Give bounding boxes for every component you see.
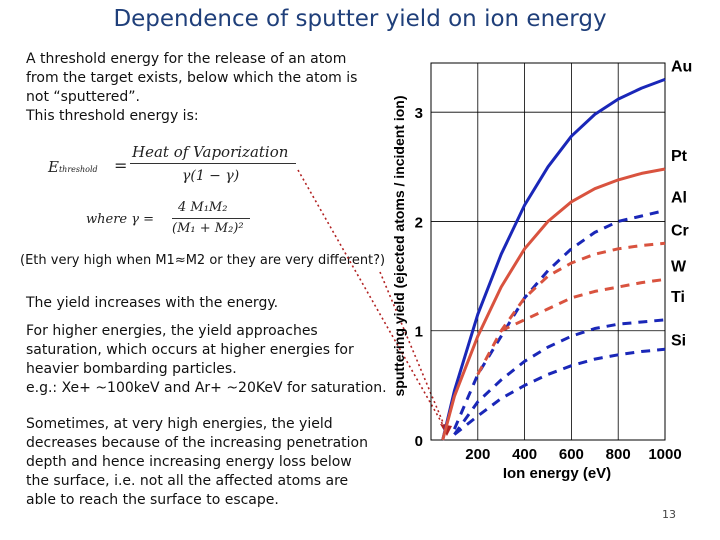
series-label-au: Au [671,58,692,75]
eth-note: (Eth very high when M1≈M2 or they are ve… [20,253,386,268]
text-line: depth and hence increasing energy loss b… [26,454,352,470]
series-line-au [441,77,666,441]
x-tick-label: 200 [465,446,490,463]
gamma-denominator: (M₁ + M₂)² [172,221,244,236]
annotation-arrows [297,169,452,436]
y-tick-label: 0 [415,433,423,450]
series-label-si: Si [671,332,686,349]
text-line: saturation, which occurs at higher energ… [26,342,354,358]
x-tick-label: 800 [606,446,631,463]
series-label-al: Al [671,190,687,207]
annotation-arrow-note [379,271,448,433]
chart-ticks: 200 400 600 800 1000 0 1 2 3 [415,105,682,463]
plot-frame [430,62,666,441]
paragraph-decrease: Sometimes, at very high energies, the yi… [26,415,368,510]
paragraph-saturation: For higher energies, the yield approache… [26,322,387,398]
text-line: This threshold energy is: [26,108,199,124]
series-label-w: W [671,258,687,275]
text-line: able to reach the surface to escape. [26,492,279,508]
page-number: 13 [662,508,676,521]
y-axis-label: sputtering yield (ejected atoms / incide… [391,95,407,396]
text-line: e.g.: Xe+ ~100keV and Ar+ ~20KeV for sat… [26,380,387,396]
series-line-cr [476,241,666,376]
paragraph-threshold: A threshold energy for the release of an… [26,50,357,126]
formula-numerator: Heat of Vaporization [132,143,289,161]
chart-grid [430,62,666,441]
x-tick-label: 400 [512,446,537,463]
x-tick-label: 600 [559,446,584,463]
formula-equals: = [114,156,128,175]
y-tick-label: 1 [415,324,423,341]
text-line: heavier bombarding particles. [26,361,237,377]
slide-title: Dependence of sputter yield on ion energ… [113,6,607,32]
text-line: decreases because of the increasing pene… [26,435,368,451]
series-line-pt [441,167,666,441]
text-line: the surface, i.e. not all the affected a… [26,473,349,489]
gamma-numerator: 4 M₁M₂ [178,200,228,215]
text-line: from the target exists, below which the … [26,70,358,86]
annotation-arrow-formula [297,169,448,433]
formula-lhs: Ethreshold [48,158,98,176]
text-line: Sometimes, at very high energies, the yi… [26,416,333,432]
text-line: A threshold energy for the release of an… [26,51,347,67]
formula-denominator: γ(1 − γ) [182,168,240,184]
paragraph-increase: The yield increases with the energy. [26,295,279,311]
formula-where: where γ = [86,212,155,227]
text-line: For higher energies, the yield approache… [26,323,318,339]
fraction-bar [130,163,296,164]
text-line: not “sputtered”. [26,89,140,105]
y-tick-label: 3 [415,105,423,122]
gamma-fraction-bar [172,218,250,219]
threshold-formula: Ethreshold = Heat of Vaporization γ(1 − … [46,140,308,250]
series-label-ti: Ti [671,289,685,306]
y-tick-label: 2 [415,214,423,231]
x-axis-label: Ion energy (eV) [503,465,611,482]
series-label-pt: Pt [671,148,688,165]
x-tick-label: 1000 [648,446,681,463]
series-line-w [500,277,666,333]
series-line-si [453,347,666,436]
chart-series-labels: Au Pt Al Cr W Ti Si [671,58,692,349]
series-line-ti [453,318,666,436]
chart-series [441,77,666,441]
series-label-cr: Cr [671,222,689,239]
